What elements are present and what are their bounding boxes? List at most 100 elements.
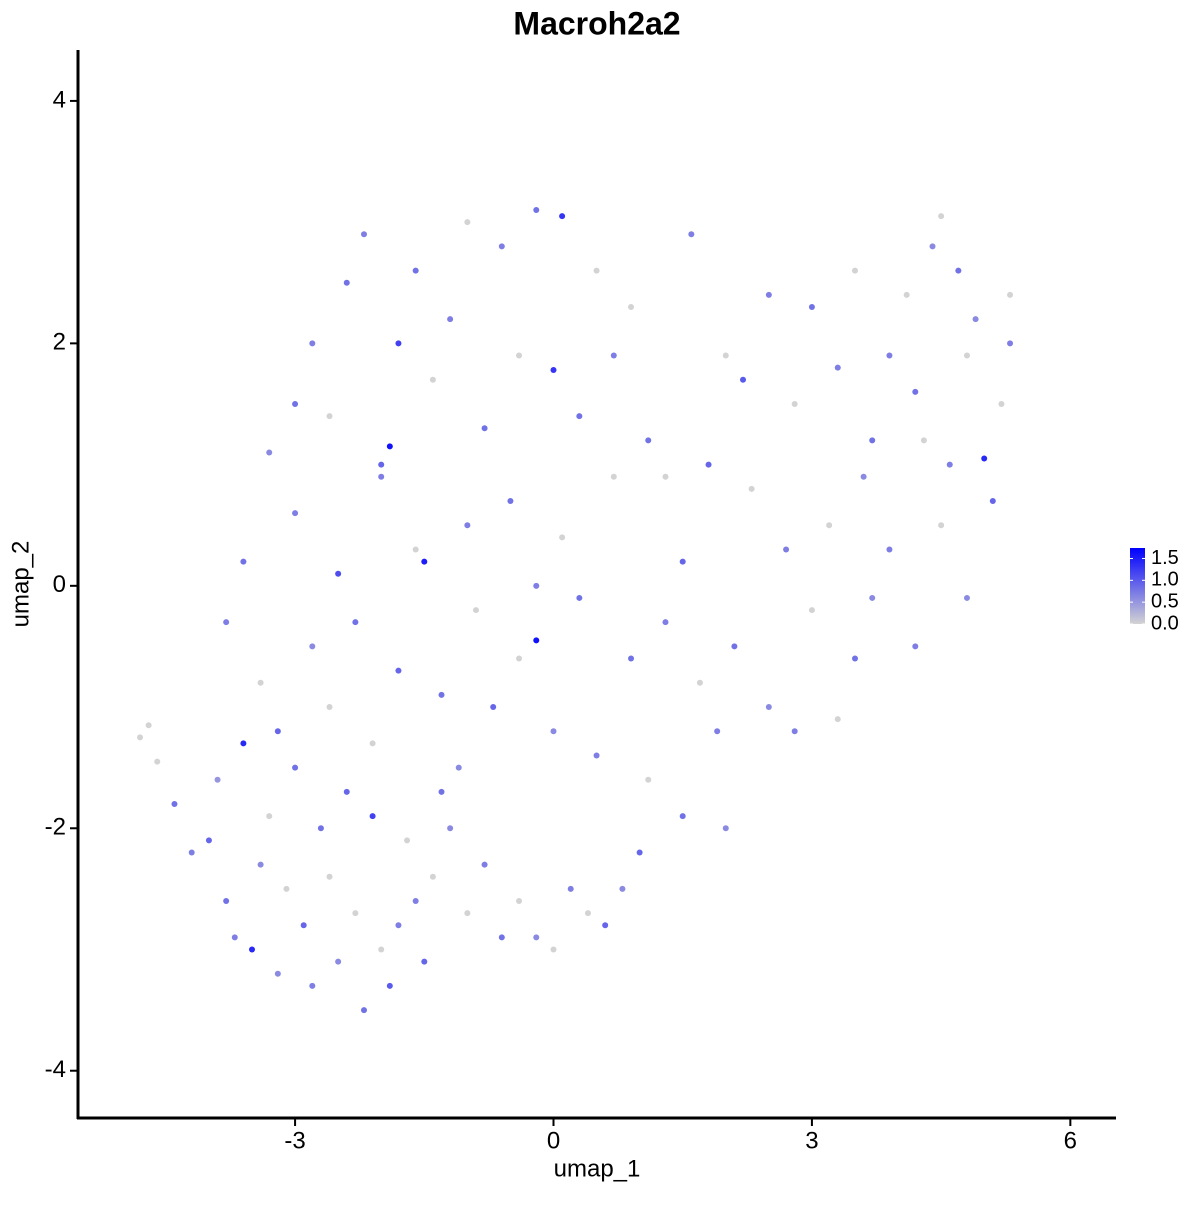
point (851, 267, 858, 274)
point (498, 243, 505, 250)
point (783, 546, 790, 553)
point (998, 400, 1005, 407)
point (516, 655, 523, 662)
x-tick-label: 6 (1064, 1127, 1077, 1154)
colorbar-label: 0.5 (1151, 590, 1179, 612)
point (679, 813, 686, 820)
point (257, 679, 264, 686)
point (912, 388, 919, 395)
point (386, 443, 393, 450)
point (335, 958, 342, 965)
point (748, 485, 755, 492)
point (309, 982, 316, 989)
point (490, 704, 497, 711)
point (464, 522, 471, 529)
point (343, 279, 350, 286)
point (326, 704, 333, 711)
point (1007, 291, 1014, 298)
chart-title: Macroh2a2 (513, 5, 680, 41)
point (610, 473, 617, 480)
point (137, 734, 144, 741)
point (481, 425, 488, 432)
y-tick-label: 4 (53, 86, 66, 113)
point (249, 946, 256, 953)
point (395, 667, 402, 674)
point (714, 728, 721, 735)
point (963, 594, 970, 601)
point (309, 340, 316, 347)
x-tick-label: 3 (805, 1127, 818, 1154)
point (343, 788, 350, 795)
point (266, 813, 273, 820)
point (421, 558, 428, 565)
point (309, 643, 316, 650)
point (378, 461, 385, 468)
point (386, 982, 393, 989)
point (636, 849, 643, 856)
y-tick-label: -2 (45, 814, 66, 841)
point (395, 340, 402, 347)
point (619, 885, 626, 892)
point (869, 437, 876, 444)
point (662, 473, 669, 480)
point (559, 534, 566, 541)
point (765, 291, 772, 298)
point (421, 958, 428, 965)
point (283, 885, 290, 892)
point (981, 455, 988, 462)
point (920, 437, 927, 444)
point (645, 437, 652, 444)
point (765, 704, 772, 711)
point (938, 522, 945, 529)
point (231, 934, 238, 941)
point (292, 764, 299, 771)
point (412, 898, 419, 905)
point (429, 873, 436, 880)
point (292, 510, 299, 517)
point (731, 643, 738, 650)
point (722, 352, 729, 359)
point (550, 946, 557, 953)
point (360, 231, 367, 238)
point (516, 898, 523, 905)
point (955, 267, 962, 274)
point (593, 267, 600, 274)
point (223, 619, 230, 626)
point (223, 898, 230, 905)
point (352, 619, 359, 626)
point (851, 655, 858, 662)
point (205, 837, 212, 844)
point (550, 367, 557, 374)
point (360, 1007, 367, 1014)
point (912, 643, 919, 650)
point (472, 607, 479, 614)
point (516, 352, 523, 359)
point (628, 655, 635, 662)
point (395, 922, 402, 929)
point (886, 352, 893, 359)
y-tick-label: -4 (45, 1056, 66, 1083)
point (533, 582, 540, 589)
point (447, 825, 454, 832)
point (938, 213, 945, 220)
point (145, 722, 152, 729)
point (214, 776, 221, 783)
x-tick-label: 0 (547, 1127, 560, 1154)
point (808, 607, 815, 614)
point (274, 728, 281, 735)
colorbar-label: 1.5 (1151, 547, 1179, 569)
x-axis-label: umap_1 (554, 1155, 641, 1182)
point (972, 316, 979, 323)
point (507, 497, 514, 504)
point (188, 849, 195, 856)
point (869, 594, 876, 601)
point (645, 776, 652, 783)
point (722, 825, 729, 832)
point (688, 231, 695, 238)
point (498, 934, 505, 941)
point (369, 740, 376, 747)
point (464, 910, 471, 917)
point (826, 522, 833, 529)
point (171, 801, 178, 808)
point (533, 207, 540, 214)
